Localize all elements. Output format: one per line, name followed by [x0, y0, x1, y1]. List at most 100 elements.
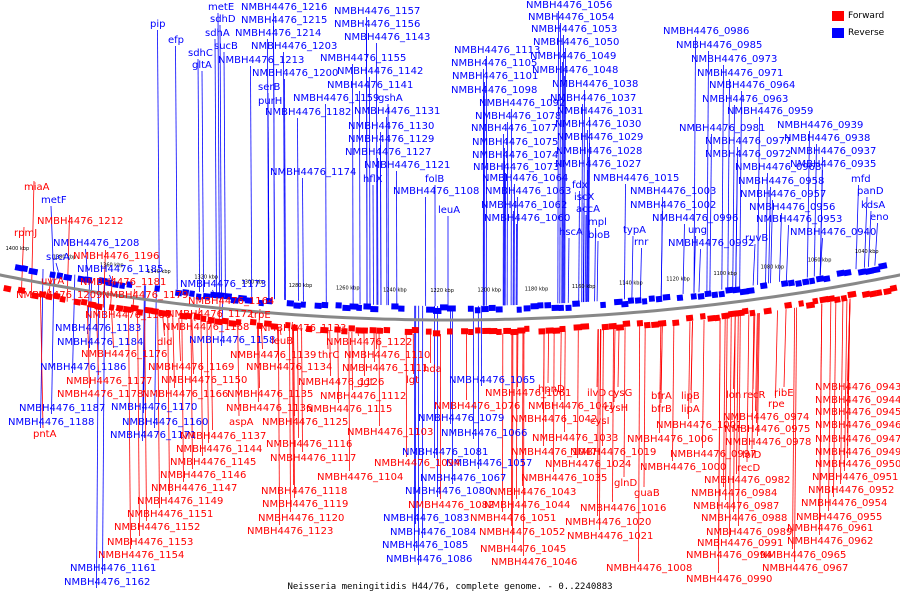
forward-gene-label: recD — [737, 463, 761, 474]
forward-gene-label: thrC — [318, 350, 339, 361]
label-leader-line — [250, 65, 253, 298]
reverse-gene-label: folB — [425, 174, 444, 185]
forward-gene-glyph — [615, 324, 625, 331]
reverse-gene-glyph — [746, 287, 755, 295]
forward-gene-label: NMBH4476_0990 — [686, 574, 772, 585]
forward-gene-label: pntA — [33, 429, 57, 440]
reverse-gene-label: NMBH4476_1062 — [481, 200, 567, 211]
label-leader-line — [329, 330, 331, 377]
forward-gene-glyph — [305, 325, 313, 333]
forward-gene-label: NMBH4476_1176 — [81, 349, 167, 360]
reverse-gene-label: NMBH4476_0959 — [727, 106, 813, 117]
forward-gene-glyph — [348, 325, 356, 332]
reverse-gene-glyph — [488, 304, 496, 311]
kbp-tick-label: 1300 kbp — [242, 279, 266, 285]
label-leader-line — [828, 302, 832, 512]
forward-gene-label: NMBH4476_0974 — [723, 412, 809, 423]
reverse-gene-label: NMBH4476_1155 — [320, 53, 406, 64]
forward-gene-glyph — [833, 296, 841, 304]
reverse-gene-label: metE — [208, 2, 234, 13]
label-leader-line — [868, 210, 872, 267]
forward-gene-glyph — [115, 304, 124, 312]
forward-gene-glyph — [468, 328, 474, 336]
label-leader-line — [547, 331, 550, 384]
forward-gene-glyph — [73, 298, 82, 306]
label-leader-line — [596, 240, 599, 302]
label-leader-line — [768, 186, 771, 284]
reverse-gene-label: NMBH4476_1174 — [270, 167, 356, 178]
label-leader-line — [840, 299, 844, 485]
reverse-gene-label: NMBH4476_1156 — [334, 19, 420, 30]
reverse-gene-label: NMBH4476_1183 — [55, 323, 141, 334]
reverse-gene-label: NMBH4476_1160 — [122, 417, 208, 428]
reverse-gene-label: NMBH4476_1056 — [526, 0, 612, 11]
forward-gene-label: NMBH4476_0955 — [796, 512, 882, 523]
label-leader-line — [293, 328, 295, 499]
reverse-gene-label: sdhD — [210, 14, 236, 25]
reverse-gene-label: eno — [870, 212, 889, 223]
reverse-gene-label: NMBH4476_1127 — [345, 147, 431, 158]
reverse-gene-label: NMBH4476_0957 — [740, 189, 826, 200]
reverse-gene-label: NMBH4476_1157 — [334, 6, 420, 17]
forward-gene-glyph — [545, 327, 554, 334]
reverse-gene-glyph — [174, 289, 183, 297]
forward-gene-label: NMBH4476_1196 — [73, 251, 159, 262]
label-leader-line — [819, 169, 823, 276]
label-leader-line — [736, 315, 739, 475]
label-leader-line — [672, 322, 675, 462]
label-leader-line — [756, 313, 759, 424]
forward-gene-glyph — [285, 322, 291, 329]
forward-gene-label: NMBH4476_1042 — [511, 414, 597, 425]
reverse-gene-glyph — [795, 280, 803, 287]
reverse-gene-glyph — [600, 301, 607, 309]
reverse-gene-label: ung — [688, 225, 707, 236]
forward-gene-label: NMBH4476_1019 — [570, 447, 656, 458]
reverse-gene-glyph — [697, 293, 705, 300]
label-leader-line — [50, 205, 54, 271]
forward-gene-glyph — [812, 297, 819, 305]
kbp-tick-label: 1200 kbp — [478, 288, 502, 294]
label-leader-line — [348, 331, 350, 472]
label-leader-line — [786, 224, 789, 281]
forward-gene-label: NMBH4476_0961 — [787, 523, 873, 534]
reverse-gene-label: sucA — [46, 252, 70, 263]
reverse-gene-label: NMBH4476_0935 — [790, 159, 876, 170]
label-leader-line — [765, 172, 768, 284]
label-leader-line — [326, 330, 329, 350]
forward-gene-label: NMBH4476_1120 — [258, 513, 344, 524]
forward-gene-glyph — [193, 313, 201, 321]
reverse-gene-glyph — [293, 302, 302, 309]
forward-gene-label: NMBH4476_1103 — [347, 427, 433, 438]
reverse-gene-glyph — [558, 304, 565, 312]
forward-gene-glyph — [763, 307, 772, 315]
reverse-gene-glyph — [676, 294, 684, 302]
forward-gene-glyph — [214, 318, 224, 326]
label-leader-line — [833, 301, 837, 498]
forward-gene-label: NMBH4476_0952 — [808, 485, 894, 496]
label-leader-line — [752, 243, 756, 286]
forward-gene-glyph — [889, 284, 898, 292]
reverse-gene-glyph — [613, 298, 623, 306]
label-leader-line — [757, 312, 760, 437]
reverse-gene-label: hscA — [559, 227, 583, 238]
forward-gene-label: dld — [157, 337, 172, 348]
label-leader-line — [733, 316, 736, 513]
label-leader-line — [770, 199, 773, 284]
reverse-gene-glyph — [126, 281, 133, 289]
reverse-gene-glyph — [119, 282, 126, 290]
label-leader-line — [20, 226, 25, 294]
reverse-gene-label: NMBH4476_1049 — [530, 51, 616, 62]
label-leader-line — [819, 303, 823, 536]
forward-gene-label: NMBH4476_1061 — [485, 388, 571, 399]
forward-gene-glyph — [3, 285, 12, 293]
reverse-gene-label: NMBH4476_1050 — [533, 37, 619, 48]
kbp-tick-label: 1080 kbp — [761, 265, 785, 271]
forward-gene-glyph — [263, 320, 272, 327]
forward-gene-label: NMBH4476_1169 — [148, 362, 234, 373]
reverse-gene-label: NMBH4476_0968 — [735, 162, 821, 173]
reverse-gene-label: NMBH4476_1037 — [550, 93, 636, 104]
forward-gene-glyph — [749, 309, 756, 317]
forward-gene-glyph — [840, 294, 848, 302]
forward-gene-glyph — [30, 292, 40, 300]
reverse-gene-glyph — [237, 294, 247, 302]
